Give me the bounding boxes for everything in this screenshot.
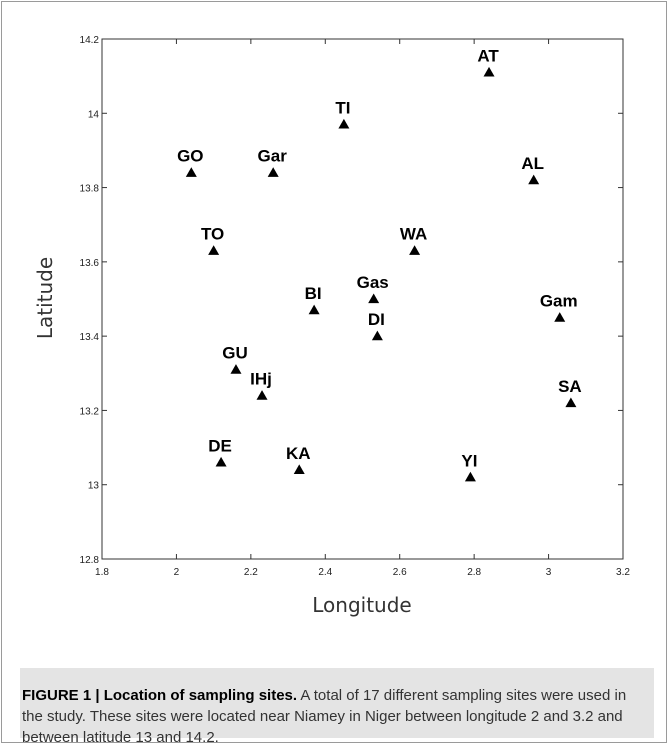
- x-tick-label: 2: [174, 567, 180, 578]
- site-marker-bi: [308, 304, 320, 315]
- y-tick-label: 13: [88, 481, 100, 492]
- y-tick-label: 12.8: [80, 555, 100, 566]
- site-label-yi: YI: [461, 451, 477, 470]
- site-label-al: AL: [521, 154, 544, 173]
- site-label-ihj: IHj: [250, 370, 272, 389]
- y-tick-label: 13.6: [80, 258, 100, 269]
- site-label-go: GO: [177, 147, 203, 166]
- x-tick-label: 2.8: [467, 567, 481, 578]
- x-tick-label: 2.2: [244, 567, 258, 578]
- site-label-gam: Gam: [540, 292, 578, 311]
- site-label-ti: TI: [335, 98, 350, 117]
- figure-caption: FIGURE 1 | Location of sampling sites. A…: [22, 685, 642, 748]
- x-tick-label: 2.6: [393, 567, 407, 578]
- site-marker-gu: [230, 364, 242, 374]
- caption-heading: FIGURE 1 | Location of sampling sites.: [22, 687, 298, 704]
- site-label-bi: BI: [305, 284, 322, 303]
- y-tick-label: 13.8: [80, 184, 100, 195]
- site-marker-sa: [565, 397, 577, 408]
- site-label-ka: KA: [286, 444, 311, 463]
- site-label-sa: SA: [558, 377, 582, 396]
- plot-area: 1.8 2 2.2 2.4 2.6 2.8 3 3.2 12.8 13 13.2 13.4 13.6 13…: [80, 35, 631, 578]
- caption-box: [20, 668, 654, 738]
- site-marker-go: [185, 167, 197, 177]
- site-marker-de: [215, 456, 227, 467]
- site-label-gas: Gas: [357, 273, 389, 292]
- site-label-gar: Gar: [258, 147, 288, 166]
- x-tick-label: 2.4: [318, 567, 332, 578]
- site-label-gu: GU: [222, 344, 248, 363]
- site-marker-gar: [267, 167, 279, 177]
- site-marker-to: [208, 245, 220, 255]
- y-axis-label: Latitude: [33, 257, 57, 339]
- site-marker-at: [483, 66, 495, 77]
- site-marker-di: [371, 330, 383, 341]
- site-marker-ihj: [256, 390, 268, 400]
- site-marker-al: [528, 174, 540, 185]
- plot-border: [101, 38, 624, 560]
- y-tick-label: 13.4: [80, 332, 100, 343]
- site-marker-wa: [409, 245, 421, 255]
- site-marker-ti: [338, 118, 350, 129]
- x-tick-label: 3: [546, 567, 552, 578]
- y-tick-label: 13.2: [80, 406, 100, 417]
- site-label-at: AT: [477, 46, 499, 65]
- site-label-de: DE: [208, 436, 232, 455]
- site-marker-yi: [464, 471, 476, 482]
- caption-body: A total of 17 different sampling sites w…: [22, 687, 627, 746]
- site-marker-ka: [293, 464, 305, 474]
- site-label-to: TO: [201, 225, 224, 244]
- site-marker-gas: [368, 293, 380, 304]
- y-tick-label: 14: [88, 109, 100, 120]
- x-tick-label: 3.2: [616, 567, 630, 578]
- y-tick-label: 14.2: [80, 35, 100, 46]
- site-marker-gam: [554, 312, 566, 322]
- site-label-di: DI: [368, 310, 385, 329]
- x-tick-label: 1.8: [95, 567, 109, 578]
- site-label-wa: WA: [400, 225, 427, 244]
- x-axis-label: Longitude: [312, 593, 411, 617]
- scatter-chart: 1.8 2 2.2 2.4 2.6 2.8 3 3.2 12.8 13 13.2 13.4 13.6 13…: [33, 35, 631, 617]
